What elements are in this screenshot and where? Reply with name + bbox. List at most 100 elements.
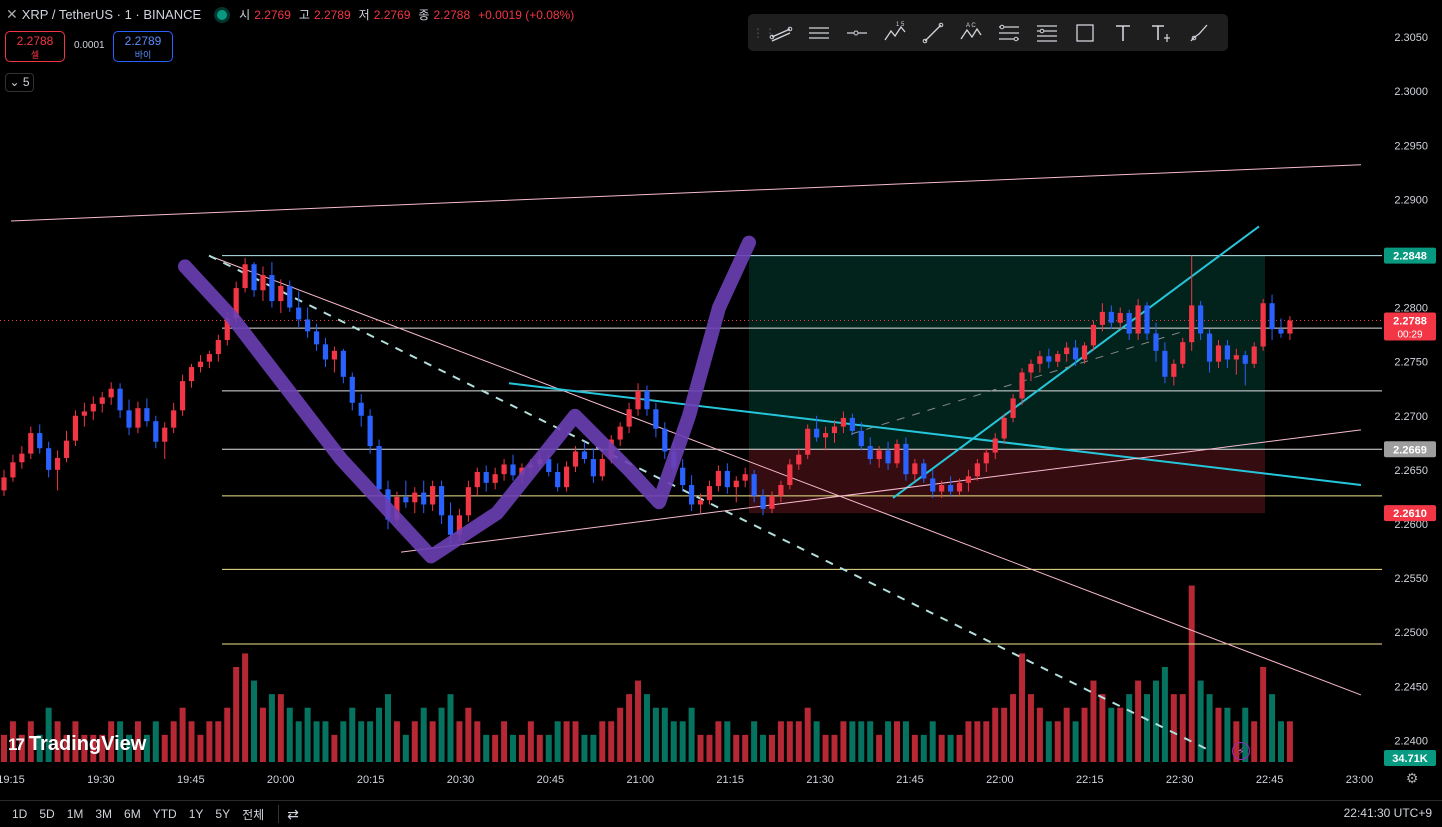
buy-button[interactable]: 2.2789 바이	[113, 31, 173, 62]
chevron-down-icon: ⌄	[9, 75, 20, 89]
elliott-wave-icon[interactable]: 1 5	[876, 14, 914, 51]
abcd-pattern-icon[interactable]: A C	[952, 14, 990, 51]
volume-label-text: 34.71K	[1392, 753, 1428, 765]
text-icon[interactable]	[1104, 14, 1142, 51]
volume-bar	[1019, 653, 1026, 762]
candle-body	[358, 402, 364, 416]
candle-body	[1180, 342, 1186, 364]
volume-bar	[563, 721, 570, 762]
volume-bar	[1063, 707, 1070, 762]
timeframe-6m[interactable]: 6M	[124, 807, 141, 821]
drag-handle-icon[interactable]: ⋮⋮	[752, 25, 776, 40]
volume-bar	[626, 694, 633, 762]
candle-body	[644, 390, 650, 410]
candle-body	[1224, 345, 1231, 360]
candle-body	[1019, 372, 1025, 399]
indicators-count: 5	[22, 75, 30, 89]
candle-body	[28, 433, 34, 454]
candle-body	[501, 464, 507, 475]
gear-icon[interactable]: ⚙	[1405, 770, 1419, 786]
candle-body	[930, 478, 936, 492]
candle-body	[430, 486, 436, 505]
candle-body	[974, 463, 980, 477]
candle-body	[662, 428, 668, 452]
sell-button[interactable]: 2.2788 셀	[5, 31, 65, 62]
drawing-toolbar: ⋮⋮ 1 5 A C	[748, 14, 1228, 51]
volume-bar	[501, 721, 508, 762]
candle-body	[1171, 363, 1177, 377]
time-axis[interactable]: 19:15 19:30 19:45 20:00 20:15 20:30 20:45 21:00…	[0, 774, 1373, 786]
candle-body	[188, 367, 195, 382]
symbol-title[interactable]: XRP / TetherUS · 1 · BINANCE	[21, 7, 202, 22]
flash-icon[interactable]: ⚡	[1232, 742, 1250, 760]
horizontal-ray-icon[interactable]	[838, 14, 876, 51]
candle-body	[483, 472, 489, 483]
candle-body	[680, 467, 686, 486]
date-range-icon[interactable]: ⇄	[287, 805, 299, 822]
candle-body	[814, 428, 820, 438]
volume-bar	[608, 721, 615, 762]
close-label: 종	[418, 8, 430, 22]
volume-bar	[126, 734, 133, 762]
candle-body	[54, 457, 61, 470]
time-tick-label: 22:45	[1256, 774, 1284, 786]
price-tick-label: 2.3000	[1394, 86, 1428, 98]
price-tick-label: 2.2500	[1394, 627, 1428, 639]
candle-body	[947, 485, 954, 492]
symbol-icon[interactable]: ✕	[6, 6, 18, 22]
timeframe-1y[interactable]: 1Y	[188, 807, 204, 821]
low-value: 2.2769	[373, 7, 411, 22]
trend-line-icon[interactable]	[914, 14, 952, 51]
price-axis[interactable]: 2.3050 2.3000 2.2950 2.2900 2.2800 2.2750 2.27…	[1384, 32, 1436, 766]
horizontal-lines[interactable]	[0, 255, 1382, 645]
price-tick-label: 2.2400	[1394, 735, 1428, 747]
trend-line	[10, 164, 1362, 222]
volume-bar	[527, 721, 534, 762]
volume-bar	[1054, 721, 1061, 762]
rectangle-icon[interactable]	[1066, 14, 1104, 51]
timeframe-5d[interactable]: 5D	[39, 807, 55, 821]
clock-timezone[interactable]: 22:41:30 UTC+9	[1343, 806, 1432, 820]
candle-body	[135, 408, 141, 428]
svg-text:A C: A C	[966, 23, 976, 29]
horizontal-lines-icon[interactable]	[800, 14, 838, 51]
symbol-legend: ✕ XRP / TetherUS · 1 · BINANCE 시 2.2769 고…	[6, 6, 578, 23]
candle-body	[1028, 363, 1034, 373]
timeframe-1m[interactable]: 1M	[66, 807, 84, 821]
divider	[278, 805, 280, 823]
price-range-icon[interactable]	[990, 14, 1028, 51]
time-tick-label: 21:15	[716, 774, 744, 786]
timeframe-ytd[interactable]: YTD	[152, 807, 177, 821]
candle-body	[153, 421, 159, 442]
candle-body	[1153, 333, 1159, 351]
anchored-text-icon[interactable]	[1142, 14, 1180, 51]
volume-bar	[313, 721, 320, 762]
brush-drawing[interactable]	[178, 235, 756, 564]
timeframe-5y[interactable]: 5Y	[215, 807, 231, 821]
price-label-text: 2.2669	[1393, 444, 1427, 456]
parallel-channel-icon[interactable]	[762, 14, 800, 51]
volume-bar	[1161, 667, 1168, 762]
long-position-tool[interactable]	[749, 255, 1265, 514]
price-chart[interactable]: 2.3050 2.3000 2.2950 2.2900 2.2800 2.2750 2.27…	[0, 0, 1442, 800]
indicators-collapse-button[interactable]: ⌄ 5	[5, 73, 34, 92]
tradingview-logo[interactable]: 17 TradingView	[8, 733, 146, 756]
time-tick-label: 20:30	[447, 774, 475, 786]
volume-bar	[483, 734, 490, 762]
candle-body	[1055, 354, 1061, 362]
volume-bar	[1108, 707, 1115, 762]
timeframe-all[interactable]: 전체	[242, 807, 265, 822]
candle-body	[206, 354, 212, 362]
fib-levels-icon[interactable]	[1028, 14, 1066, 51]
volume-bar	[1081, 707, 1088, 762]
candle-body	[653, 409, 659, 429]
volume-bar	[724, 721, 731, 762]
timeframe-3m[interactable]: 3M	[95, 807, 113, 821]
volume-bar	[349, 707, 356, 762]
timeframe-1d[interactable]: 1D	[12, 807, 28, 821]
volume-bar	[1, 734, 7, 762]
candle-body	[394, 496, 400, 520]
brush-icon[interactable]	[1180, 14, 1218, 51]
candle-body	[1260, 303, 1266, 347]
candle-body	[787, 464, 793, 486]
